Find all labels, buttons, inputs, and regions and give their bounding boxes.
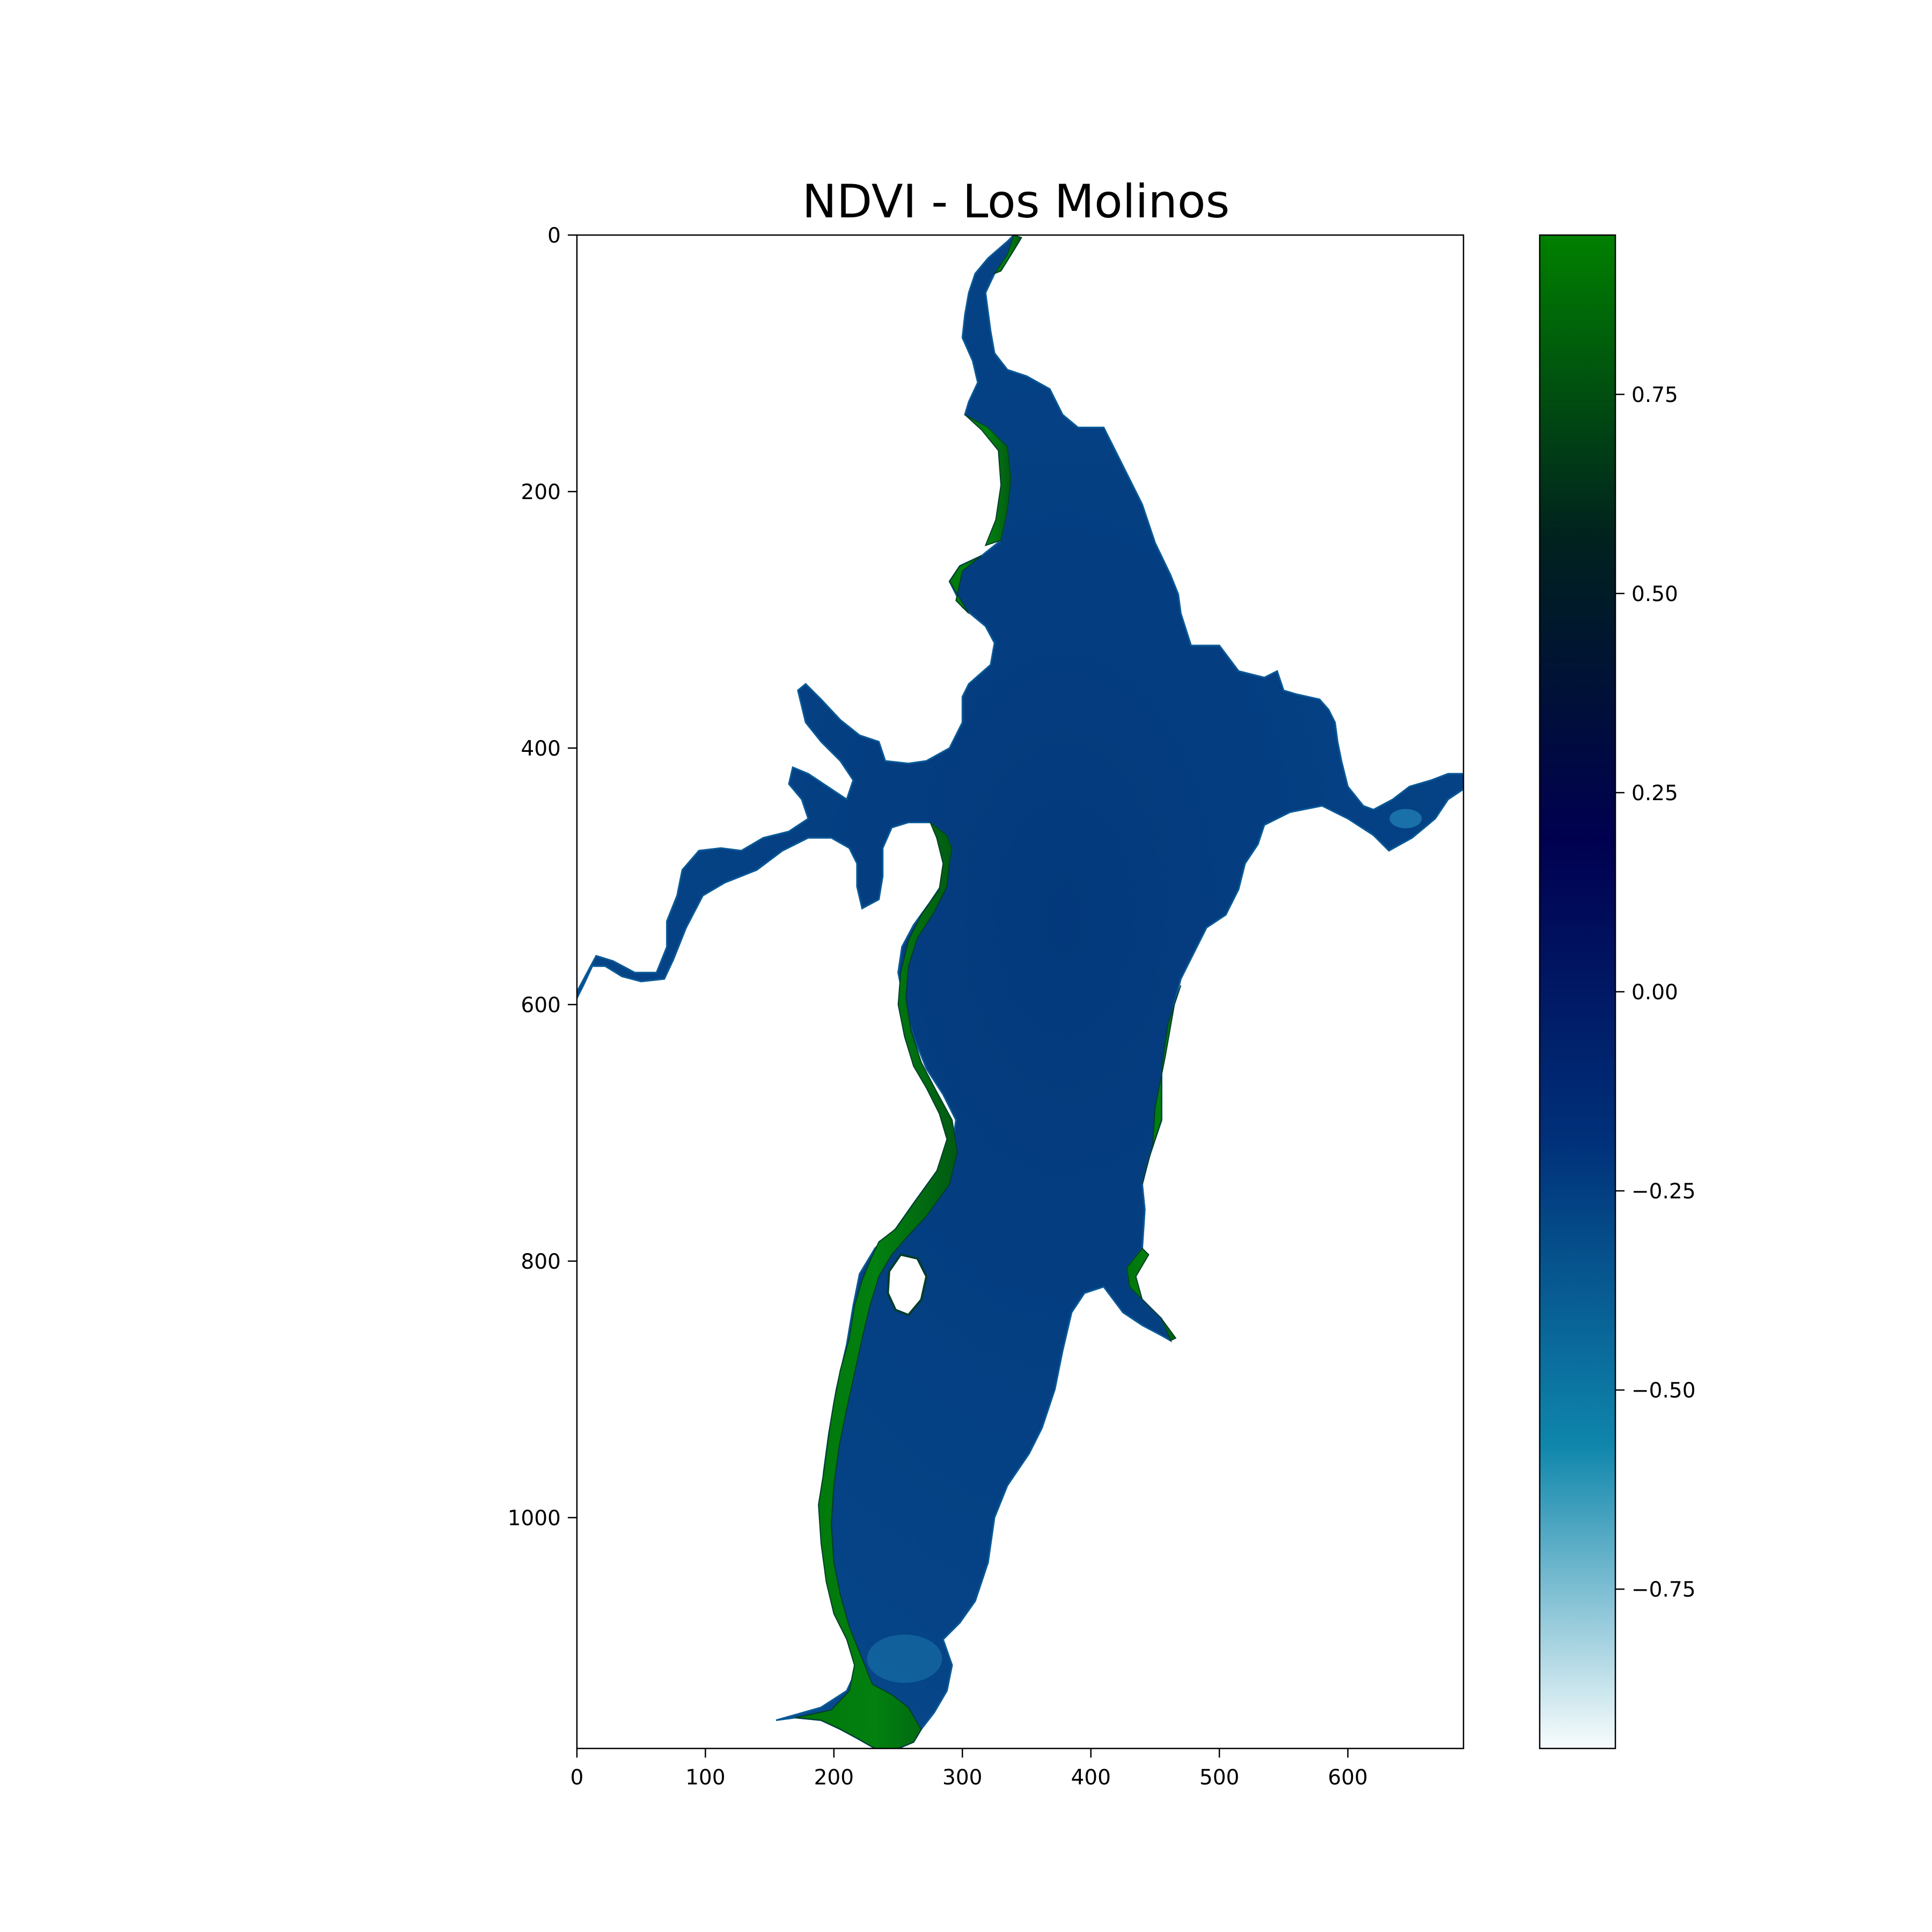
colorbar: −0.75 −0.50 −0.25 0.00 0.25 0.50 0.75 (1539, 234, 1696, 1750)
x-tick-label: 0 (570, 1766, 584, 1790)
ndvi-image (577, 235, 1463, 1748)
y-tick-label: 200 (521, 480, 561, 504)
shallow-area (867, 1634, 942, 1683)
water-body (577, 235, 1463, 1748)
vegetation-patch (1126, 1247, 1177, 1342)
y-tick-label: 800 (521, 1250, 561, 1274)
x-tick-label: 100 (685, 1766, 725, 1790)
colorbar-tick-label: 0.75 (1631, 383, 1678, 407)
colorbar-tick-label: 0.00 (1631, 980, 1678, 1005)
x-tick-label: 500 (1199, 1766, 1239, 1790)
island (887, 1253, 928, 1316)
colorbar-gradient (1539, 234, 1616, 1750)
vegetation-patch (964, 414, 1012, 546)
y-tick-label: 600 (521, 993, 561, 1018)
vegetation-patch (795, 821, 958, 1748)
x-tick-label: 300 (942, 1766, 982, 1790)
vegetation-patch (993, 235, 1022, 275)
colorbar-tick-label: −0.25 (1631, 1180, 1696, 1204)
axes: 0 100 200 300 400 500 600 0 200 400 600 800 1000 (508, 224, 1465, 1790)
chart-title: NDVI - Los Molinos (802, 175, 1230, 229)
vegetation-patch (1141, 985, 1182, 1184)
colorbar-tick-label: 0.25 (1631, 781, 1678, 806)
y-tick-label: 0 (547, 224, 561, 248)
x-tick-label: 400 (1071, 1766, 1110, 1790)
vegetation-patch (949, 555, 982, 614)
y-tick-label: 400 (521, 737, 561, 761)
x-tick-label: 600 (1328, 1766, 1367, 1790)
colorbar-tick-label: 0.50 (1631, 582, 1678, 606)
colorbar-tick-label: −0.75 (1631, 1578, 1696, 1602)
colorbar-tick-label: −0.50 (1631, 1379, 1696, 1403)
shallow-area (1389, 809, 1422, 829)
y-tick-label: 1000 (508, 1506, 561, 1531)
plot-frame (576, 234, 1465, 1750)
x-tick-label: 200 (814, 1766, 854, 1790)
